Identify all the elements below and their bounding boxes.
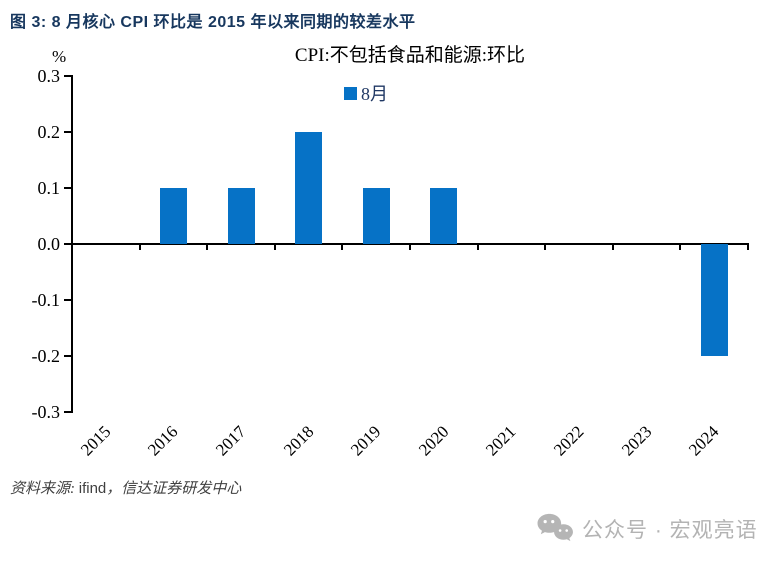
watermark: 公众号 · 宏观亮语 xyxy=(536,512,758,546)
x-axis-category-label: 2019 xyxy=(347,422,385,460)
y-axis-tick-label: -0.1 xyxy=(31,290,61,310)
bar-2016 xyxy=(159,188,187,244)
x-axis-tick xyxy=(138,245,141,250)
y-axis-tick xyxy=(64,411,72,413)
x-axis-category-label: 2021 xyxy=(482,422,520,460)
y-axis-tick xyxy=(64,243,72,245)
x-axis-tick xyxy=(273,245,276,250)
bar-2018 xyxy=(295,132,323,244)
x-axis-category-label: 2023 xyxy=(617,422,656,460)
x-axis-tick xyxy=(679,245,682,250)
source-suffix: ，信达证券研发中心 xyxy=(106,481,242,497)
x-axis-tick xyxy=(409,245,411,250)
y-axis-tick xyxy=(64,131,72,133)
bar-2019 xyxy=(362,188,390,244)
x-axis-tick xyxy=(341,245,344,250)
y-axis-tick-label: 0.2 xyxy=(37,122,61,142)
y-axis-tick xyxy=(64,355,72,357)
legend-label: 8月 xyxy=(361,84,388,104)
x-axis-tick xyxy=(476,245,479,250)
x-axis-category-label: 2022 xyxy=(549,422,588,460)
x-axis-category-label: 2024 xyxy=(685,422,723,460)
x-axis-category-label: 2018 xyxy=(279,422,318,460)
y-axis-tick-label: 0.0 xyxy=(37,234,61,254)
x-axis-tick xyxy=(747,245,749,250)
watermark-text: 公众号 · 宏观亮语 xyxy=(582,519,758,542)
source-prefix: 资料来源: xyxy=(10,481,79,497)
x-axis-category-label: 2016 xyxy=(144,422,182,460)
x-axis-tick xyxy=(611,245,614,250)
y-axis-tick-label: 0.3 xyxy=(37,66,61,86)
y-axis-unit-label: % xyxy=(52,47,67,66)
source-brand: ifind xyxy=(78,480,107,497)
wechat-icon xyxy=(537,513,573,542)
x-axis-zero-line xyxy=(71,243,749,245)
chart-title: CPI:不包括食品和能源:环比 xyxy=(294,45,526,66)
y-axis-tick-label: -0.2 xyxy=(31,346,61,366)
y-axis-tick-label: 0.1 xyxy=(37,178,61,198)
figure-title: 图 3: 8 月核心 CPI 环比是 2015 年以来同期的较差水平 xyxy=(10,14,416,31)
y-axis-tick-label: -0.3 xyxy=(31,402,61,422)
chart-legend: 8月 xyxy=(344,80,388,106)
bar-2024 xyxy=(700,244,728,356)
x-axis-tick xyxy=(71,245,73,250)
x-axis-tick xyxy=(544,245,547,250)
y-axis-tick xyxy=(64,299,72,301)
x-axis-category-label: 2020 xyxy=(414,422,453,460)
y-axis-tick xyxy=(64,187,72,189)
x-axis-category-label: 2017 xyxy=(211,422,250,460)
bar-2020 xyxy=(430,188,458,244)
legend-swatch xyxy=(344,86,357,100)
source-note: 资料来源: ifind，信达证券研发中心 xyxy=(10,477,241,498)
bar-2017 xyxy=(227,188,255,244)
x-axis-tick xyxy=(206,245,209,250)
x-axis-category-label: 2015 xyxy=(76,422,115,460)
y-axis-tick xyxy=(64,75,72,77)
